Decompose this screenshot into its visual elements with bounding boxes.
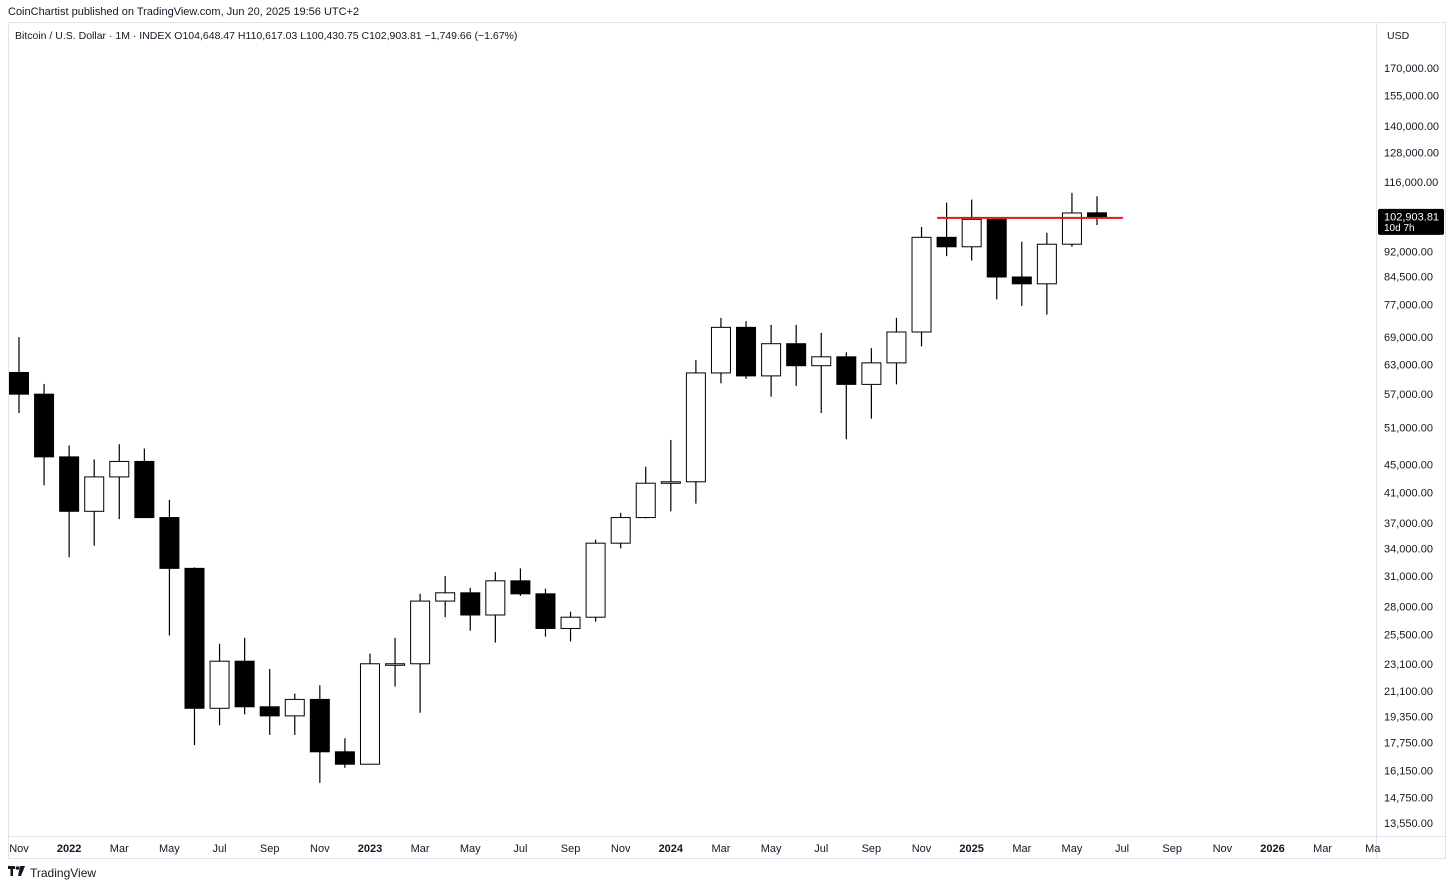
tradingview-footer[interactable]: TradingView bbox=[8, 866, 96, 880]
symbol-legend[interactable]: Bitcoin / U.S. Dollar · 1M · INDEX O104,… bbox=[15, 30, 518, 42]
publisher-line: CoinChartist published on TradingView.co… bbox=[8, 6, 360, 18]
chart-frame bbox=[8, 22, 1446, 859]
currency-label[interactable]: USD bbox=[1387, 30, 1410, 42]
tradingview-brand: TradingView bbox=[30, 866, 97, 880]
tradingview-logo-icon bbox=[8, 866, 25, 880]
